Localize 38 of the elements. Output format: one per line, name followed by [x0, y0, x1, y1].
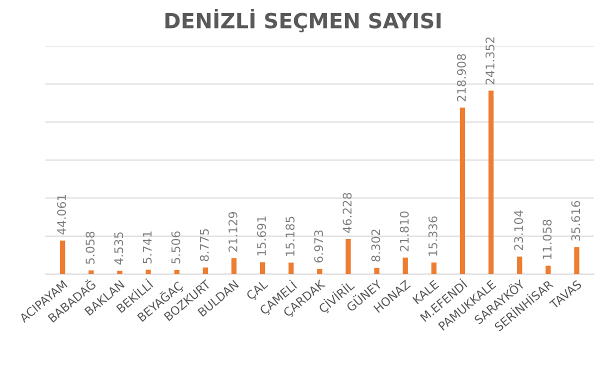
- data-label: 5.058: [86, 232, 95, 264]
- data-label: 23.104: [514, 210, 524, 250]
- data-label: 35.616: [571, 200, 580, 241]
- data-label: 5.741: [142, 232, 152, 264]
- data-label: 8.302: [371, 230, 380, 262]
- bar: [402, 258, 408, 274]
- data-label: 15.336: [428, 216, 438, 256]
- data-label: 21.810: [400, 211, 409, 252]
- data-label: 15.185: [286, 216, 295, 256]
- bar: [60, 240, 66, 274]
- data-label: 6.973: [314, 230, 324, 262]
- data-label: 218.908: [456, 54, 466, 102]
- bar: [346, 239, 351, 274]
- data-label: 8.775: [200, 229, 209, 262]
- bar: [574, 247, 580, 274]
- bar: [260, 262, 266, 274]
- bar: [517, 256, 522, 274]
- bar: [460, 108, 466, 274]
- bar: [117, 270, 122, 274]
- bar: [202, 267, 208, 274]
- data-label: 11.058: [542, 220, 552, 259]
- data-label: 15.691: [257, 216, 266, 256]
- data-label: 21.129: [228, 212, 238, 252]
- data-label: 5.506: [171, 231, 180, 264]
- bar: [317, 268, 322, 274]
- bar: [146, 270, 151, 274]
- bar: [546, 266, 551, 274]
- bar: [231, 258, 237, 274]
- data-label: 46.228: [342, 192, 352, 233]
- bar: [174, 270, 180, 274]
- bar: [288, 262, 294, 274]
- data-label: 241.352: [486, 37, 494, 84]
- bar: [488, 90, 494, 274]
- bar: [431, 262, 436, 274]
- bar: [374, 268, 380, 274]
- data-label: 4.535: [114, 232, 124, 265]
- data-label: 44.061: [57, 194, 66, 235]
- chart-title: DENİZLİ SEÇMEN SAYISI: [165, 8, 441, 32]
